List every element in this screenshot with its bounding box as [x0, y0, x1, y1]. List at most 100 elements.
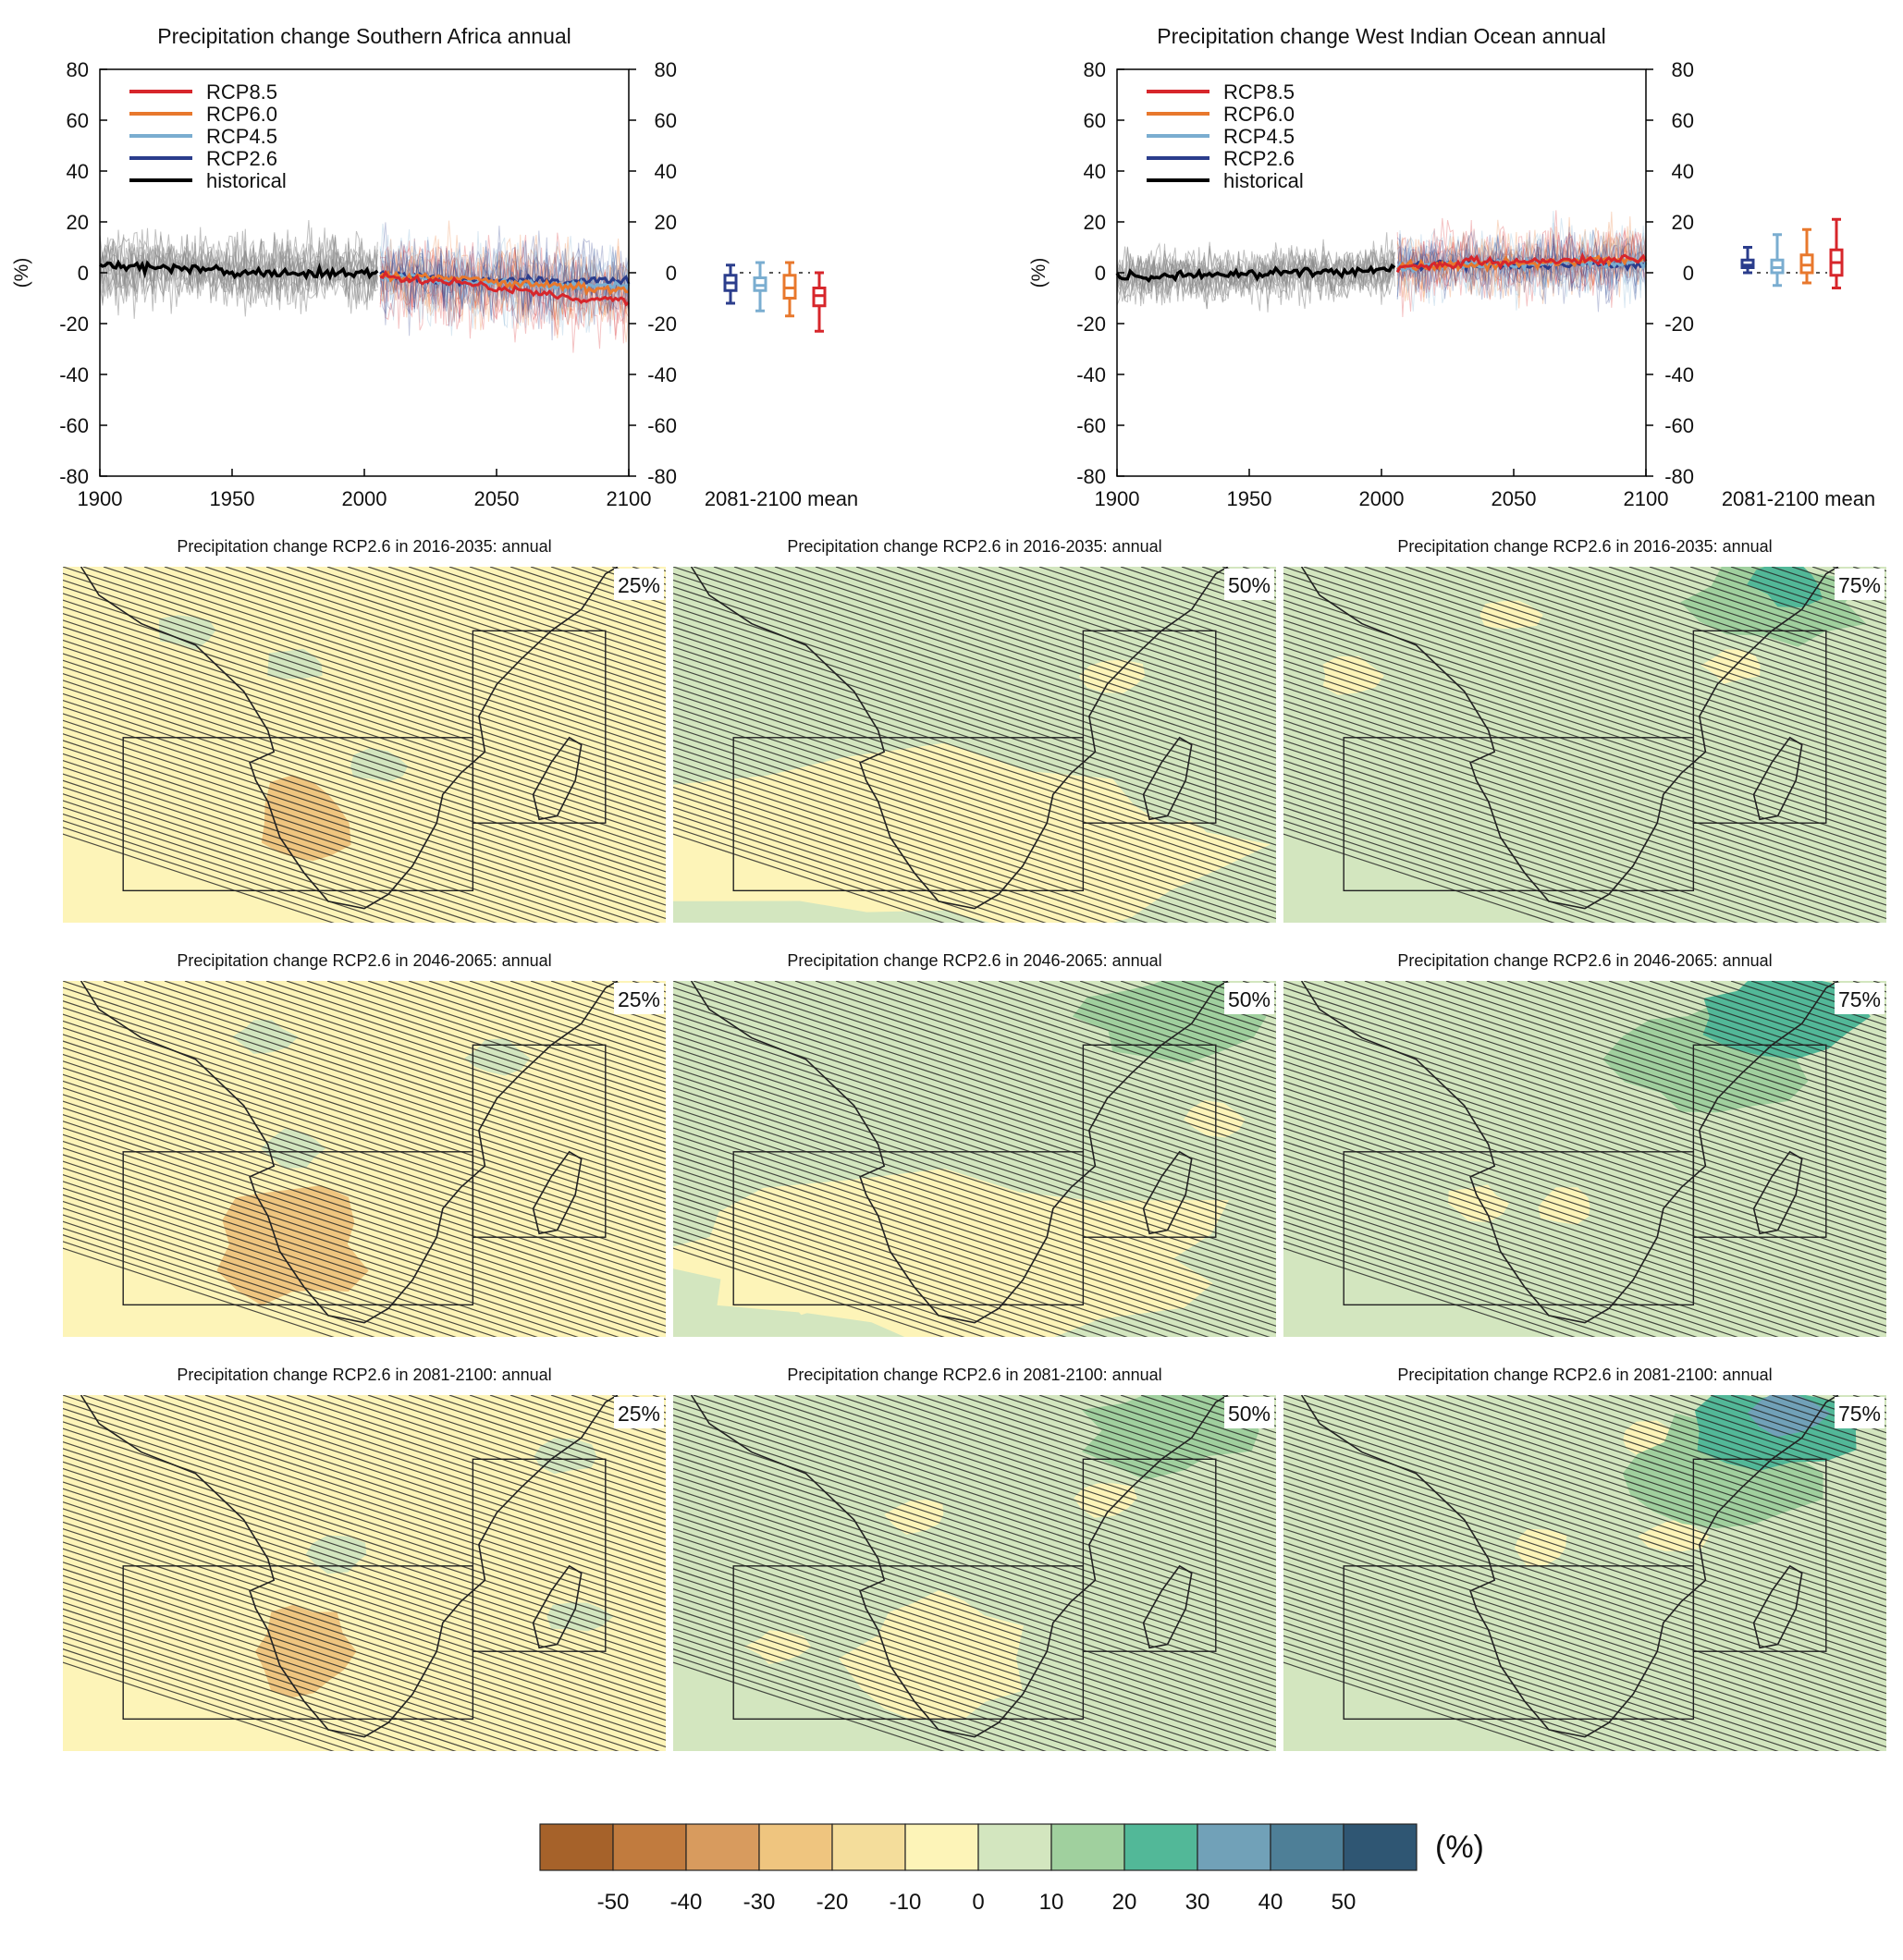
west-indian-ocean-region-box: [472, 1458, 607, 1652]
projection-member-line: [1396, 230, 1647, 308]
historical-member-line: [1116, 247, 1395, 300]
west-indian-ocean-region-box: [1082, 1044, 1217, 1238]
y-tick-label: -80: [1076, 465, 1106, 488]
map-title: Precipitation change RCP2.6 in 2016-2035…: [787, 537, 1161, 556]
west-indian-ocean-region-box: [472, 630, 607, 824]
colorbar-cell: [904, 1823, 979, 1871]
madagascar-coastline: [1752, 736, 1803, 821]
y-tick-label: -80: [59, 465, 89, 488]
x-tick-label: 2100: [1624, 487, 1669, 510]
y-tick-label: -60: [1076, 414, 1106, 437]
map-title: Precipitation change RCP2.6 in 2016-2035…: [1397, 537, 1772, 556]
significance-hatching: [63, 567, 666, 923]
series-line: [1395, 251, 1648, 274]
boxplot: [1829, 217, 1844, 289]
colorbar: -50 -40 -30 -20 -10 0 10 20 30 40 50 (%): [539, 1823, 1484, 1915]
colorbar-cell: [1343, 1823, 1418, 1871]
percentile-label-bg: [1835, 983, 1885, 1014]
west-indian-ocean-region-box: [1692, 1044, 1827, 1238]
boxplot: [1799, 227, 1827, 285]
projection-member-line: [1396, 235, 1647, 304]
madagascar-coastline: [532, 1150, 583, 1235]
percentile-label-bg: [1224, 569, 1274, 600]
chart-title: Precipitation change Southern Africa ann…: [157, 24, 571, 48]
colorbar-tick-label: -10: [890, 1890, 922, 1915]
percentile-label-bg: [614, 569, 664, 600]
map-content: [1283, 981, 1886, 1337]
map-title: Precipitation change RCP2.6 in 2081-2100…: [1397, 1366, 1772, 1384]
coastline: [80, 981, 619, 1324]
y-tick-label-right: -80: [647, 465, 677, 488]
map-feature-region: [839, 1590, 1024, 1720]
colorbar-cell: [1123, 1823, 1198, 1871]
map-panel: Precipitation change RCP2.6 in 2081-2100…: [1283, 1366, 1886, 1751]
y-tick-label-right: 60: [655, 109, 677, 132]
legend-label: historical: [206, 169, 287, 192]
projection-member-line: [1396, 229, 1647, 292]
colorbar-cell: [758, 1823, 833, 1871]
chart-title: Precipitation change West Indian Ocean a…: [1157, 24, 1605, 48]
percentile-label-bg: [1835, 1397, 1885, 1428]
colorbar-tick-label: 10: [1039, 1890, 1064, 1915]
y-tick-label-right: 20: [1672, 211, 1694, 234]
series-line: [99, 259, 379, 281]
x-tick-label: 1900: [1095, 487, 1140, 510]
boxplot: [1740, 246, 1768, 275]
y-tick-label-right: 60: [1672, 109, 1694, 132]
map-title: Precipitation change RCP2.6 in 2046-2065…: [177, 951, 551, 970]
x-tick-label: 2050: [474, 487, 520, 510]
percentile-label: 50%: [1228, 1402, 1271, 1426]
projection-member-line: [379, 220, 630, 331]
coastline: [1300, 981, 1839, 1324]
colorbar-cell: [612, 1823, 687, 1871]
y-tick-label-right: 40: [1672, 160, 1694, 183]
projection-member-line: [379, 244, 630, 329]
map-content: [1283, 1395, 1886, 1751]
x-tick-label: 2100: [607, 487, 652, 510]
projection-member-line: [379, 238, 630, 337]
coastline: [1300, 567, 1839, 910]
colorbar-cell: [977, 1823, 1052, 1871]
projection-member-line: [380, 239, 630, 349]
colorbar-tick-label: 50: [1332, 1890, 1357, 1915]
map-feature-region: [673, 742, 1271, 923]
boxplot: [723, 263, 751, 305]
map-title: Precipitation change RCP2.6 in 2046-2065…: [1397, 951, 1772, 970]
coastline: [1300, 1395, 1839, 1738]
madagascar-coastline: [532, 736, 583, 821]
projection-member-line: [379, 239, 630, 333]
significance-hatching: [63, 981, 666, 1337]
colorbar-tick-label: 20: [1112, 1890, 1137, 1915]
boxplot-label: 2081-2100 mean: [705, 487, 858, 510]
projection-member-line: [1396, 230, 1647, 309]
colorbar-tick-label: -40: [670, 1890, 703, 1915]
colorbar-tick-label: 40: [1258, 1890, 1283, 1915]
west-indian-ocean-region-box: [1692, 630, 1827, 824]
coastline: [690, 1395, 1229, 1738]
colorbar-tick-label: 0: [972, 1890, 984, 1915]
coastline: [80, 567, 619, 910]
boxplot: [1770, 233, 1798, 288]
colorbar-tick-label: -20: [816, 1890, 849, 1915]
y-tick-label: -60: [59, 414, 89, 437]
map-panel: Precipitation change RCP2.6 in 2081-2100…: [673, 1366, 1276, 1751]
y-tick-label-right: -40: [647, 363, 677, 386]
west-indian-ocean-region-box: [472, 1044, 607, 1238]
map-panel: Precipitation change RCP2.6 in 2046-2065…: [673, 951, 1276, 1337]
significance-hatching: [1283, 981, 1886, 1337]
map-panel: Precipitation change RCP2.6 in 2016-2035…: [673, 537, 1276, 923]
significance-hatching: [673, 567, 1276, 923]
map-panel: Precipitation change RCP2.6 in 2016-2035…: [63, 537, 666, 923]
y-axis-label: (%): [11, 258, 32, 288]
y-tick-label: 60: [67, 109, 89, 132]
percentile-label-bg: [1224, 1397, 1274, 1428]
boxplot: [782, 261, 810, 318]
projection-member-line: [1396, 219, 1647, 318]
x-tick-label: 2000: [342, 487, 387, 510]
series-line: [379, 270, 630, 297]
west-indian-ocean-region-box: [1692, 1458, 1827, 1652]
colorbar-tick-label: 30: [1185, 1890, 1210, 1915]
map-content: [673, 981, 1276, 1337]
map-title: Precipitation change RCP2.6 in 2016-2035…: [177, 537, 551, 556]
y-tick-label-right: -40: [1664, 363, 1694, 386]
